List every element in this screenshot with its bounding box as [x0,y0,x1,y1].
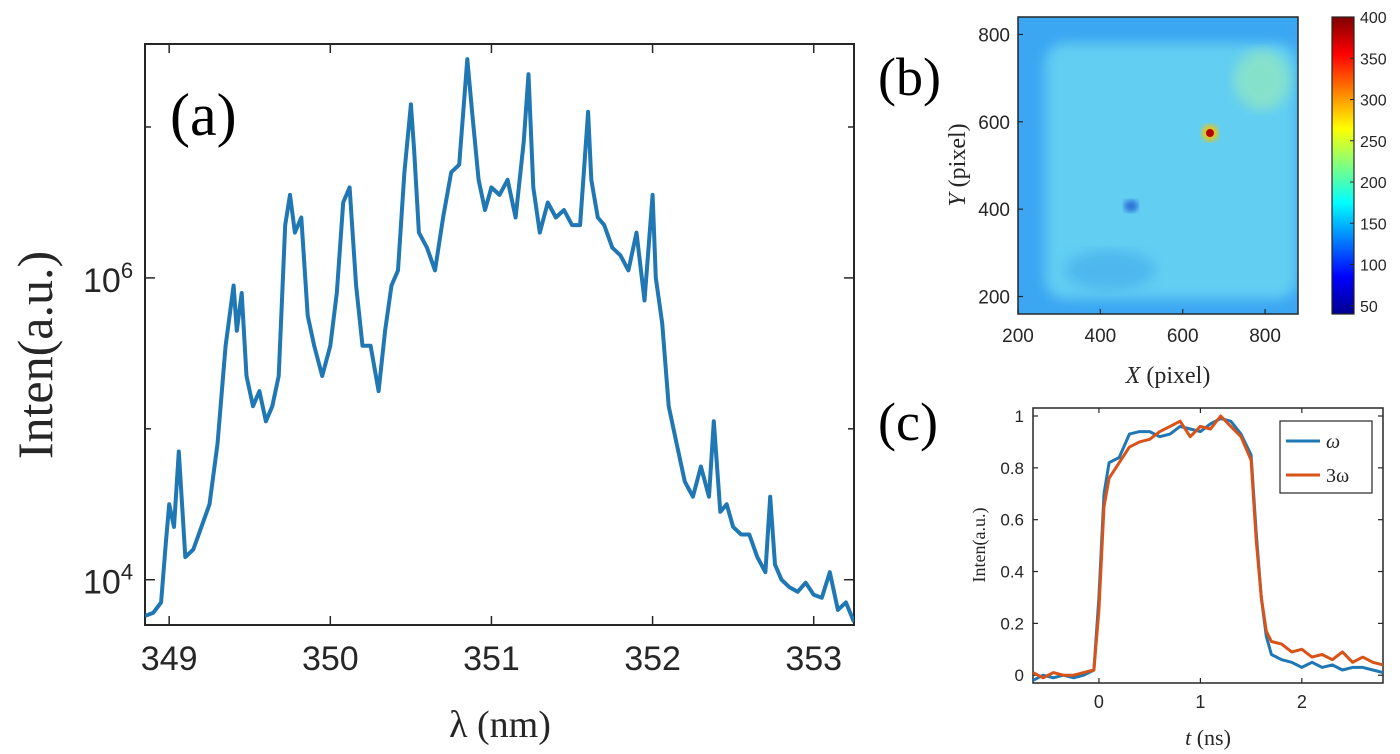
colorbar-tick-label: 300 [1360,93,1387,110]
b-ytick-label: 800 [978,25,1010,46]
colorbar-tick-label: 250 [1360,134,1387,151]
colorbar-tick-label: 100 [1360,258,1387,275]
panel-a-label: (a) [170,82,237,148]
b-ytick-label: 600 [978,113,1010,134]
panel-b-xlabel: X (pixel) [1125,363,1211,389]
panel-b: 200 400 600 800 200 400 600 800 50 100 150 200 250 3… [878,10,1387,389]
panel-a-ylabel: Inten(a.u.) [7,251,63,459]
heatmap-hot-spot [1206,129,1214,137]
panel-a-axes-box [144,43,855,626]
heatmap-warm-region [1234,50,1290,110]
panel-a: 349 350 351 352 353 104 106 (a) λ (nm) Inten(a… [7,43,855,746]
panel-a-ticks: 349 350 351 352 353 104 106 [83,44,854,678]
colorbar-tick-label: 200 [1360,175,1387,192]
c-ytick-label: 0 [1015,666,1024,685]
b-xtick-label: 600 [1167,326,1199,347]
colorbar-tick-label: 400 [1360,10,1387,27]
b-xtick-label: 200 [1002,326,1034,347]
panel-c-lines [1033,414,1383,682]
panel-a-spectrum-line [145,57,854,623]
c-ytick-label: 0.8 [1000,459,1024,478]
panel-b-axes-box [1017,16,1299,315]
panel-c-ticks: 0 1 2 0 0.2 0.4 0.6 0.8 1 [1000,407,1383,712]
legend-box [1279,420,1373,494]
panel-b-ylabel: Y (pixel) [945,123,971,206]
panel-b-label: (b) [878,47,941,107]
a-xtick-label: 350 [302,640,359,678]
panel-a-xlabel: λ (nm) [449,704,551,746]
panel-c-label: (c) [878,392,938,452]
c-ytick-label: 0.6 [1000,511,1024,530]
legend-label-omega: ω [1326,431,1340,453]
a-ytick-label: 104 [83,560,133,602]
panel-c-xlabel: t (ns) [1185,725,1231,750]
b-xtick-label: 400 [1085,326,1117,347]
b-ytick-label: 200 [978,288,1010,309]
panel-c: 0 1 2 0 0.2 0.4 0.6 0.8 1 ω 3ω (c) t (ns) Inten(… [878,392,1384,750]
colorbar-tick-label: 50 [1360,299,1378,316]
panel-c-legend: ω 3ω [1279,420,1373,494]
c-series-line-1 [1033,414,1383,680]
c-ytick-label: 0.4 [1000,563,1024,582]
c-ytick-label: 1 [1015,407,1024,426]
a-xtick-label: 349 [141,640,198,678]
a-xtick-label: 353 [785,640,842,678]
panel-c-ylabel: Inten(a.u.) [969,508,990,583]
legend-label-3omega: 3ω [1326,465,1349,487]
colorbar-tick-label: 150 [1360,216,1387,233]
b-xtick-label: 800 [1249,326,1281,347]
a-xtick-label: 352 [624,640,681,678]
panel-b-ticks: 200 400 600 800 200 400 600 800 [978,25,1281,347]
c-ytick-label: 0.2 [1000,614,1024,633]
heatmap-cold-spot [1124,200,1138,212]
b-ytick-label: 400 [978,200,1010,221]
heatmap-square-region [1045,43,1297,299]
colorbar-tick-label: 350 [1360,51,1387,68]
colorbar [1331,16,1355,315]
a-xtick-label: 351 [463,640,520,678]
c-xtick-label: 2 [1297,692,1307,712]
panel-b-heatmap [1018,17,1298,314]
colorbar-ticks: 50 100 150 200 250 300 350 400 [1350,10,1387,316]
heatmap-cool-patch [1065,250,1155,290]
c-xtick-label: 0 [1094,692,1104,712]
a-ytick-label: 106 [83,258,133,300]
c-xtick-label: 1 [1195,692,1205,712]
